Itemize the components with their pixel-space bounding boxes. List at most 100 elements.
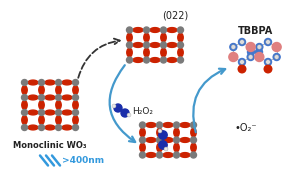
Ellipse shape	[180, 138, 190, 142]
Circle shape	[21, 109, 28, 115]
Circle shape	[177, 42, 184, 48]
Ellipse shape	[39, 101, 44, 109]
Ellipse shape	[133, 43, 143, 47]
Ellipse shape	[146, 153, 156, 157]
Circle shape	[72, 80, 79, 85]
Ellipse shape	[62, 110, 72, 115]
Circle shape	[240, 60, 244, 64]
Circle shape	[143, 27, 150, 33]
Circle shape	[158, 129, 162, 133]
Circle shape	[21, 125, 28, 130]
Text: Monoclinic WO₃: Monoclinic WO₃	[13, 142, 87, 150]
Circle shape	[112, 104, 116, 108]
Circle shape	[157, 152, 162, 158]
Circle shape	[266, 40, 270, 44]
Circle shape	[157, 122, 162, 128]
Circle shape	[265, 39, 271, 46]
Circle shape	[21, 80, 28, 85]
Ellipse shape	[56, 116, 61, 124]
Ellipse shape	[28, 80, 38, 85]
Circle shape	[272, 43, 281, 51]
Circle shape	[143, 42, 150, 48]
Circle shape	[274, 55, 279, 59]
Ellipse shape	[56, 101, 61, 109]
Ellipse shape	[127, 33, 132, 42]
Circle shape	[38, 80, 45, 85]
Circle shape	[72, 94, 79, 101]
Circle shape	[126, 42, 133, 48]
Ellipse shape	[150, 43, 160, 47]
Ellipse shape	[45, 125, 55, 130]
Ellipse shape	[62, 125, 72, 130]
Circle shape	[21, 94, 28, 101]
Circle shape	[247, 43, 254, 50]
Circle shape	[139, 152, 146, 158]
Circle shape	[177, 27, 184, 33]
Text: •O₂⁻: •O₂⁻	[235, 123, 258, 133]
Ellipse shape	[157, 128, 162, 137]
Circle shape	[265, 59, 271, 66]
Ellipse shape	[146, 138, 156, 142]
Circle shape	[121, 109, 129, 117]
Ellipse shape	[22, 86, 27, 94]
Circle shape	[161, 57, 166, 63]
Ellipse shape	[167, 28, 177, 32]
Ellipse shape	[163, 153, 173, 157]
Circle shape	[231, 45, 235, 49]
Ellipse shape	[180, 123, 190, 127]
Ellipse shape	[191, 143, 196, 152]
Ellipse shape	[178, 33, 183, 42]
Ellipse shape	[56, 86, 61, 94]
Circle shape	[72, 125, 79, 130]
Ellipse shape	[178, 48, 183, 57]
Ellipse shape	[28, 95, 38, 100]
Circle shape	[38, 125, 45, 130]
Circle shape	[240, 40, 244, 44]
Circle shape	[159, 131, 167, 139]
Ellipse shape	[39, 116, 44, 124]
Ellipse shape	[140, 128, 145, 137]
Circle shape	[164, 147, 168, 151]
Circle shape	[126, 27, 133, 33]
Circle shape	[264, 65, 272, 73]
Ellipse shape	[73, 86, 78, 94]
Ellipse shape	[174, 143, 179, 152]
Ellipse shape	[73, 101, 78, 109]
Circle shape	[114, 104, 122, 112]
Ellipse shape	[133, 58, 143, 62]
Circle shape	[173, 137, 180, 143]
Circle shape	[157, 137, 162, 143]
Circle shape	[256, 43, 263, 50]
Text: H₂O₂: H₂O₂	[132, 106, 153, 115]
Circle shape	[230, 43, 237, 50]
Circle shape	[273, 43, 280, 50]
Text: (022): (022)	[162, 10, 188, 20]
Ellipse shape	[191, 128, 196, 137]
Ellipse shape	[39, 86, 44, 94]
Circle shape	[56, 94, 61, 101]
Ellipse shape	[22, 116, 27, 124]
Ellipse shape	[174, 128, 179, 137]
Ellipse shape	[28, 125, 38, 130]
Circle shape	[56, 80, 61, 85]
Ellipse shape	[150, 58, 160, 62]
Circle shape	[238, 65, 246, 73]
Circle shape	[173, 122, 180, 128]
Circle shape	[56, 125, 61, 130]
Ellipse shape	[161, 33, 166, 42]
Circle shape	[273, 53, 280, 60]
Circle shape	[256, 53, 263, 60]
Text: TBBPA: TBBPA	[237, 26, 273, 36]
Circle shape	[161, 27, 166, 33]
Circle shape	[191, 122, 196, 128]
Circle shape	[159, 141, 167, 149]
Circle shape	[230, 53, 237, 60]
Ellipse shape	[180, 153, 190, 157]
Circle shape	[177, 57, 184, 63]
Circle shape	[255, 53, 264, 61]
Circle shape	[56, 109, 61, 115]
Ellipse shape	[163, 138, 173, 142]
Circle shape	[139, 137, 146, 143]
Ellipse shape	[163, 123, 173, 127]
Circle shape	[266, 60, 270, 64]
